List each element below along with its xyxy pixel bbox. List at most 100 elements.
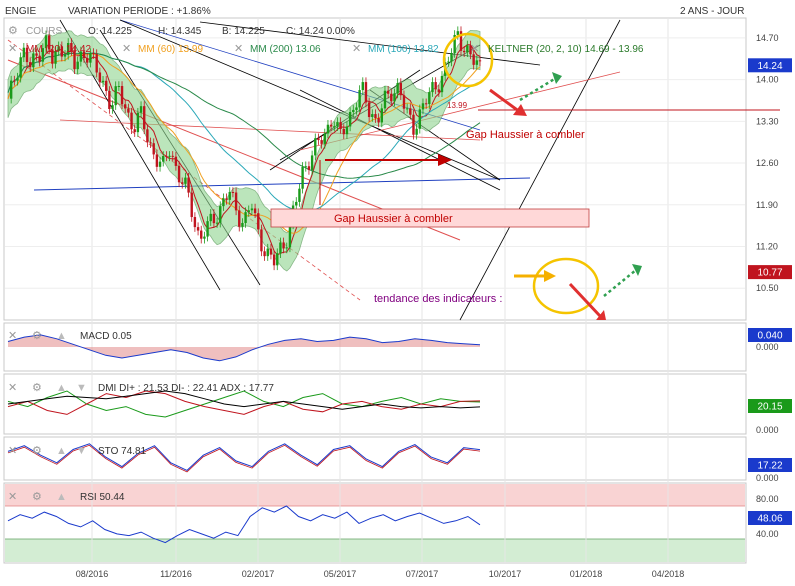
dmi-gear-icon[interactable]: ⚙ bbox=[32, 382, 42, 394]
mm200-close-icon[interactable]: ✕ bbox=[234, 43, 243, 55]
indicator-tick-label: 40.00 bbox=[756, 529, 779, 539]
candle-body bbox=[54, 51, 57, 64]
indicator-line-values bbox=[7, 334, 481, 362]
candle-body bbox=[472, 54, 475, 65]
candle-body bbox=[462, 50, 466, 53]
candle-body bbox=[209, 213, 212, 222]
candle-body bbox=[114, 86, 117, 106]
rsi-gear-icon[interactable]: ⚙ bbox=[32, 491, 42, 503]
sto-down-icon[interactable]: ▼ bbox=[76, 445, 87, 457]
dmi-close-icon[interactable]: ✕ bbox=[8, 382, 17, 394]
candle-body bbox=[38, 55, 41, 62]
y-tick-label: 11.20 bbox=[756, 241, 778, 251]
bid-value: B: 14.225 bbox=[222, 26, 265, 37]
rsi-overbought-zone bbox=[5, 484, 745, 506]
indicator-value-tag: 17.22 bbox=[757, 461, 782, 472]
candle-body bbox=[168, 155, 171, 157]
indicator-value-tag: 20.15 bbox=[757, 402, 782, 413]
candle-body bbox=[241, 222, 244, 227]
rsi-title: RSI 50.44 bbox=[80, 492, 125, 503]
macd-close-icon[interactable]: ✕ bbox=[8, 330, 17, 342]
candle-body bbox=[215, 222, 219, 224]
keltner-legend: KELTNER (20, 2, 10) 14.69 - 13.96 bbox=[488, 44, 644, 55]
candle-body bbox=[32, 53, 35, 68]
keltner-close-icon[interactable]: ✕ bbox=[470, 43, 479, 55]
last-price-tag-bg bbox=[748, 58, 792, 73]
y-tick-label: 14.70 bbox=[756, 33, 779, 43]
candle-body bbox=[393, 93, 396, 102]
candle-body bbox=[196, 227, 200, 231]
candle-body bbox=[25, 47, 29, 63]
tendance-arrow-up bbox=[603, 269, 637, 297]
indicator-tick-label: 0.000 bbox=[756, 473, 779, 483]
candle-body bbox=[130, 112, 133, 130]
candle-body bbox=[120, 86, 124, 105]
mm20-close-icon[interactable]: ✕ bbox=[8, 43, 17, 55]
candle-body bbox=[70, 42, 73, 51]
annotations: Gap Haussier à combler Gap Haussier à com… bbox=[270, 32, 642, 320]
candle-body bbox=[478, 60, 482, 62]
candle-body bbox=[339, 122, 342, 129]
candle-body bbox=[47, 35, 51, 50]
mm60-close-icon[interactable]: ✕ bbox=[122, 43, 131, 55]
indicator-value-tag: 48.06 bbox=[757, 514, 782, 525]
candle-body bbox=[162, 156, 165, 162]
rsi-up-icon[interactable]: ▲ bbox=[56, 491, 67, 503]
arrow-down-red-head bbox=[513, 104, 527, 116]
x-tick-label: 05/2017 bbox=[324, 569, 357, 579]
candle-body bbox=[317, 138, 320, 141]
candle-body bbox=[428, 92, 431, 105]
gear-icon[interactable]: ⚙ bbox=[8, 25, 18, 37]
sto-gear-icon[interactable]: ⚙ bbox=[32, 445, 42, 457]
y-tick-label: 10.50 bbox=[756, 283, 779, 293]
y-tick-label: 14.00 bbox=[756, 75, 779, 85]
candle-body bbox=[244, 212, 247, 223]
tendance-arrow-up-head bbox=[632, 264, 642, 276]
macd-up-icon[interactable]: ▲ bbox=[56, 330, 67, 342]
cours-label: COURS bbox=[26, 26, 62, 37]
macd-gear-icon[interactable]: ⚙ bbox=[32, 330, 42, 342]
candle-body bbox=[399, 83, 403, 96]
candle-body bbox=[421, 103, 425, 110]
candle-body bbox=[63, 54, 67, 57]
macd-header: ✕ ⚙ ▲ MACD 0.05 bbox=[8, 330, 132, 342]
candle-body bbox=[431, 82, 434, 93]
candle-body bbox=[133, 129, 136, 133]
candle-body bbox=[228, 191, 231, 200]
indicator-value-tag-bg bbox=[748, 511, 792, 525]
candle-body bbox=[418, 109, 422, 129]
candle-body bbox=[434, 82, 437, 90]
indicator-tick-label: 80.00 bbox=[756, 494, 779, 504]
y-tick-label: 11.90 bbox=[756, 200, 778, 210]
candle-body bbox=[352, 109, 355, 113]
candle-body bbox=[234, 192, 238, 211]
candle-body bbox=[28, 62, 32, 68]
candle-body bbox=[355, 107, 358, 110]
candle-body bbox=[187, 177, 190, 193]
tendance-label: tendance des indicateurs : bbox=[374, 293, 502, 305]
mm100-close-icon[interactable]: ✕ bbox=[352, 43, 361, 55]
candle-body bbox=[342, 128, 345, 135]
mm200-line bbox=[7, 52, 481, 179]
candle-body bbox=[101, 80, 105, 83]
dmi-down-icon[interactable]: ▼ bbox=[76, 382, 87, 394]
small-price-label: 13.99 bbox=[447, 101, 468, 110]
candle-body bbox=[383, 90, 387, 109]
indicator-signal-line bbox=[7, 444, 481, 473]
candle-body bbox=[374, 114, 377, 119]
sto-title: STO 74.81 bbox=[98, 446, 147, 457]
gap-box-lower bbox=[270, 208, 590, 228]
indicator-line-di_minus bbox=[7, 390, 481, 415]
candle-body bbox=[456, 31, 460, 35]
candle-body bbox=[174, 156, 178, 166]
x-tick-label: 02/2017 bbox=[242, 569, 275, 579]
dmi-up-icon[interactable]: ▲ bbox=[56, 382, 67, 394]
candle-body bbox=[92, 53, 95, 55]
symbol-label: ENGIE bbox=[5, 6, 36, 17]
candle-body bbox=[19, 57, 22, 78]
candle-body bbox=[108, 90, 111, 109]
candle-body bbox=[307, 166, 311, 170]
sto-close-icon[interactable]: ✕ bbox=[8, 445, 17, 457]
sto-up-icon[interactable]: ▲ bbox=[56, 445, 67, 457]
rsi-close-icon[interactable]: ✕ bbox=[8, 491, 17, 503]
